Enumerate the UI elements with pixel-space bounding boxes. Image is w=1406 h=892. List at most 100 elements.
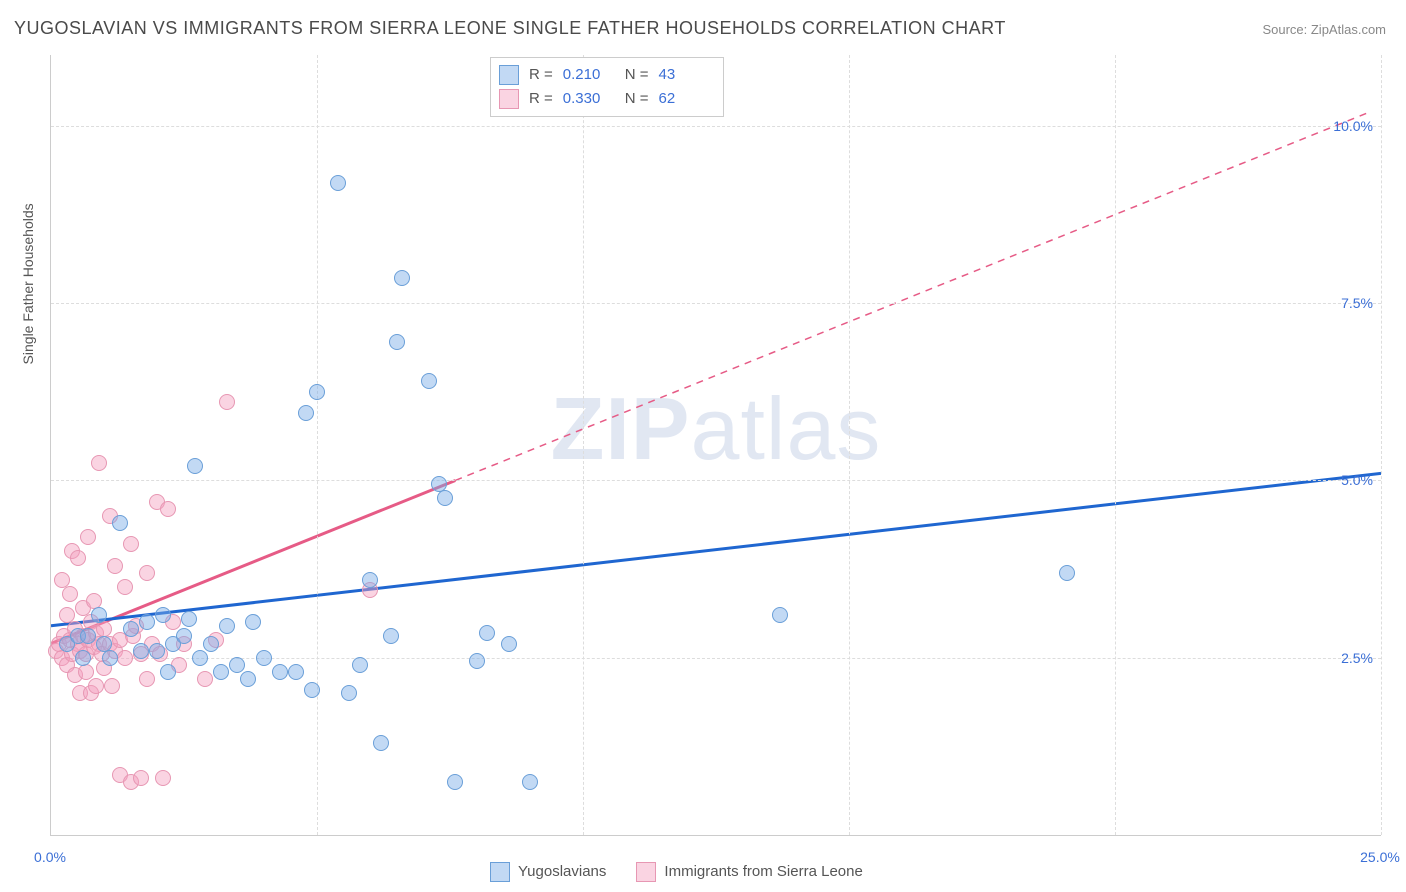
x-tick-label: 0.0%	[34, 849, 66, 865]
data-point	[501, 636, 517, 652]
data-point	[107, 558, 123, 574]
data-point	[229, 657, 245, 673]
chart-title: YUGOSLAVIAN VS IMMIGRANTS FROM SIERRA LE…	[14, 18, 1006, 39]
data-point	[139, 671, 155, 687]
data-point	[772, 607, 788, 623]
data-point	[447, 774, 463, 790]
data-point	[421, 373, 437, 389]
gridline-v	[849, 55, 850, 835]
data-point	[203, 636, 219, 652]
data-point	[155, 607, 171, 623]
data-point	[288, 664, 304, 680]
data-point	[91, 455, 107, 471]
data-point	[112, 515, 128, 531]
data-point	[219, 394, 235, 410]
watermark-rest: atlas	[691, 379, 882, 478]
data-point	[304, 682, 320, 698]
gridline-h	[51, 303, 1381, 304]
data-point	[88, 678, 104, 694]
data-point	[362, 572, 378, 588]
watermark-bold: ZIP	[551, 379, 691, 478]
data-point	[309, 384, 325, 400]
r-value: 0.210	[563, 63, 615, 87]
data-point	[341, 685, 357, 701]
legend-swatch	[636, 862, 656, 882]
data-point	[139, 565, 155, 581]
data-point	[373, 735, 389, 751]
legend-label: Yugoslavians	[518, 863, 606, 880]
gridline-v	[1115, 55, 1116, 835]
stat-legend: R = 0.210 N = 43 R = 0.330 N = 62	[490, 57, 724, 117]
y-tick-label: 5.0%	[1341, 472, 1373, 488]
gridline-h	[51, 126, 1381, 127]
gridline-h	[51, 480, 1381, 481]
data-point	[330, 175, 346, 191]
trend-lines	[51, 55, 1381, 835]
gridline-h	[51, 658, 1381, 659]
r-value: 0.330	[563, 87, 615, 111]
data-point	[197, 671, 213, 687]
gridline-v	[583, 55, 584, 835]
stat-legend-row: R = 0.210 N = 43	[499, 63, 711, 87]
data-point	[117, 650, 133, 666]
data-point	[522, 774, 538, 790]
data-point	[133, 643, 149, 659]
data-point	[70, 550, 86, 566]
y-tick-label: 7.5%	[1341, 295, 1373, 311]
data-point	[176, 628, 192, 644]
data-point	[104, 678, 120, 694]
data-point	[1059, 565, 1075, 581]
data-point	[256, 650, 272, 666]
data-point	[192, 650, 208, 666]
data-point	[149, 643, 165, 659]
data-point	[75, 650, 91, 666]
data-point	[187, 458, 203, 474]
plot-area: ZIPatlas 2.5% 5.0% 7.5% 10.0%	[50, 55, 1381, 836]
data-point	[117, 579, 133, 595]
data-point	[139, 614, 155, 630]
data-point	[389, 334, 405, 350]
data-point	[160, 501, 176, 517]
gridline-v	[317, 55, 318, 835]
data-point	[102, 650, 118, 666]
data-point	[160, 664, 176, 680]
y-tick-label: 2.5%	[1341, 650, 1373, 666]
n-value: 62	[659, 87, 711, 111]
n-value: 43	[659, 63, 711, 87]
data-point	[383, 628, 399, 644]
legend-label: Immigrants from Sierra Leone	[664, 863, 862, 880]
bottom-legend: Yugoslavians Immigrants from Sierra Leone	[490, 862, 863, 882]
data-point	[80, 628, 96, 644]
data-point	[213, 664, 229, 680]
data-point	[469, 653, 485, 669]
y-tick-label: 10.0%	[1333, 118, 1373, 134]
r-label: R =	[529, 87, 553, 111]
gridline-v	[1381, 55, 1382, 835]
legend-item: Yugoslavians	[490, 862, 606, 882]
data-point	[298, 405, 314, 421]
data-point	[479, 625, 495, 641]
data-point	[123, 621, 139, 637]
trend-line	[455, 112, 1370, 481]
data-point	[78, 664, 94, 680]
n-label: N =	[625, 87, 649, 111]
y-axis-title: Single Father Households	[20, 203, 36, 364]
data-point	[245, 614, 261, 630]
data-point	[181, 611, 197, 627]
legend-swatch	[490, 862, 510, 882]
data-point	[133, 770, 149, 786]
data-point	[123, 536, 139, 552]
data-point	[437, 490, 453, 506]
x-tick-label: 25.0%	[1360, 849, 1400, 865]
n-label: N =	[625, 63, 649, 87]
data-point	[219, 618, 235, 634]
watermark: ZIPatlas	[551, 378, 882, 480]
stat-legend-row: R = 0.330 N = 62	[499, 87, 711, 111]
source-label: Source: ZipAtlas.com	[1262, 22, 1386, 37]
data-point	[155, 770, 171, 786]
data-point	[62, 586, 78, 602]
r-label: R =	[529, 63, 553, 87]
legend-swatch	[499, 89, 519, 109]
legend-swatch	[499, 65, 519, 85]
data-point	[240, 671, 256, 687]
